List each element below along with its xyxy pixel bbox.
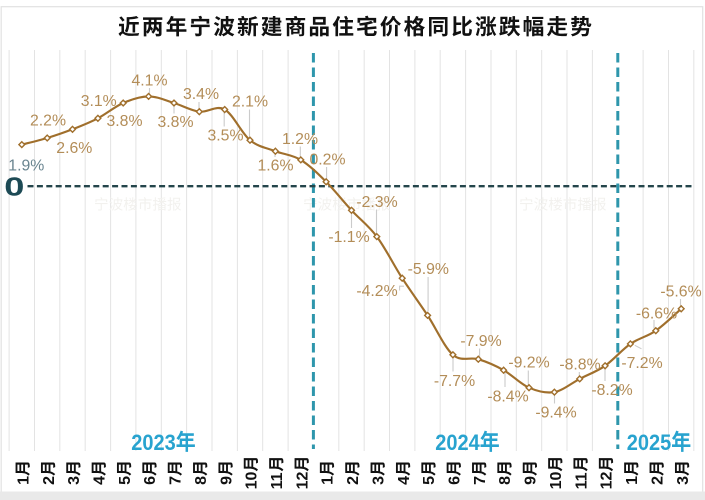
svg-text:-7.2%: -7.2% [621,355,662,372]
svg-text:1: 1 [320,476,337,485]
svg-text:4: 4 [92,476,109,485]
svg-text:-6.6%: -6.6% [636,306,677,323]
svg-text:-8.8%: -8.8% [559,357,600,374]
svg-text:2024: 2024 [435,431,480,455]
svg-text:2.6%: 2.6% [56,140,92,157]
svg-text:-4.2%: -4.2% [356,283,397,300]
svg-text:-9.4%: -9.4% [535,405,576,422]
svg-text:8: 8 [193,476,210,485]
svg-text:2: 2 [345,476,362,485]
svg-text:7: 7 [472,476,489,485]
svg-text:2.2%: 2.2% [30,113,66,130]
svg-text:1.9%: 1.9% [8,158,44,175]
svg-text:3.8%: 3.8% [157,114,193,131]
svg-text:-8.4%: -8.4% [487,388,528,405]
svg-text:3.4%: 3.4% [183,86,219,103]
svg-text:3: 3 [370,476,387,485]
svg-text:1: 1 [15,476,32,485]
svg-text:3.5%: 3.5% [207,128,243,145]
svg-text:3.1%: 3.1% [81,93,117,110]
svg-text:7: 7 [168,476,185,485]
svg-text:9: 9 [218,476,235,485]
svg-text:3: 3 [66,476,83,485]
svg-text:9: 9 [523,476,540,485]
svg-text:12: 12 [599,472,616,490]
svg-text:2.1%: 2.1% [232,94,268,111]
svg-text:12: 12 [294,472,311,490]
svg-text:-8.2%: -8.2% [591,382,632,399]
svg-text:2025: 2025 [627,431,672,455]
svg-text:0.2%: 0.2% [309,152,345,169]
svg-text:3: 3 [675,476,692,485]
svg-text:0: 0 [4,173,24,201]
svg-text:11: 11 [269,472,286,489]
svg-text:-5.6%: -5.6% [660,284,701,301]
svg-text:4.1%: 4.1% [131,73,167,90]
svg-text:5: 5 [117,476,134,485]
svg-text:-7.7%: -7.7% [434,373,475,390]
svg-text:2: 2 [41,476,58,485]
svg-text:1.2%: 1.2% [282,131,318,148]
svg-text:-9.2%: -9.2% [508,355,549,372]
svg-text:6: 6 [142,476,159,485]
svg-text:1: 1 [624,476,641,485]
svg-text:6: 6 [447,476,464,485]
svg-text:2023: 2023 [131,431,176,455]
svg-text:10: 10 [548,472,565,490]
svg-text:-7.9%: -7.9% [460,333,501,350]
svg-text:5: 5 [421,476,438,485]
svg-text:11: 11 [573,472,590,489]
svg-text:4: 4 [396,476,413,485]
svg-text:2: 2 [649,476,666,485]
svg-text:-1.1%: -1.1% [328,229,369,246]
svg-text:3.8%: 3.8% [106,113,142,130]
svg-text:-2.3%: -2.3% [356,194,397,211]
svg-text:-5.9%: -5.9% [408,261,449,278]
svg-text:10: 10 [244,472,261,490]
svg-text:8: 8 [497,476,514,485]
svg-text:1.6%: 1.6% [257,158,293,175]
